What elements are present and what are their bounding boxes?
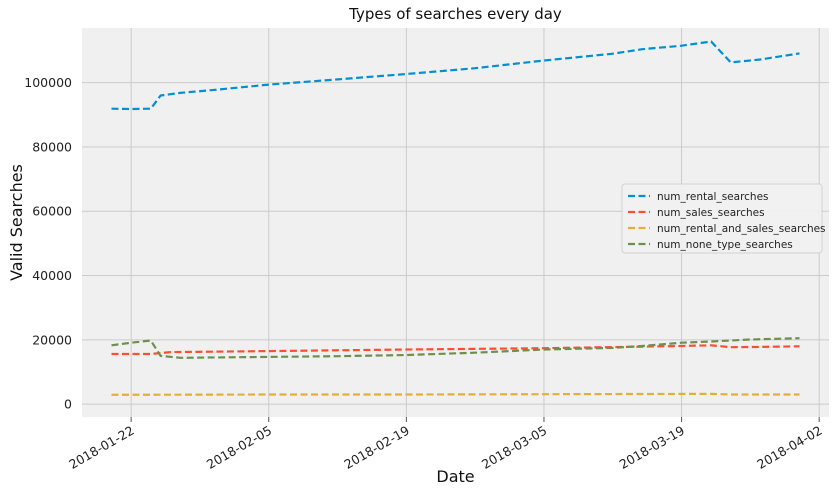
y-tick-label: 100000: [24, 75, 72, 90]
x-axis-label: Date: [436, 467, 474, 486]
y-tick-label: 80000: [32, 139, 72, 154]
x-tick-label: 2018-02-19: [341, 423, 411, 472]
x-tick-label: 2018-03-05: [479, 423, 549, 472]
y-axis-ticks: 0 20000 40000 60000 80000 100000: [24, 75, 72, 411]
chart-title: Types of searches every day: [348, 5, 562, 23]
legend-entry: num_none_type_searches: [657, 239, 793, 251]
y-tick-label: 0: [64, 397, 72, 412]
x-tick-label: 2018-03-19: [617, 423, 687, 472]
series-line-num-sales-searches: [111, 344, 800, 356]
y-tick-label: 40000: [32, 268, 72, 283]
y-tick-label: 60000: [32, 204, 72, 219]
series-lines: [111, 40, 800, 396]
legend-frame: [621, 183, 823, 254]
y-tick-label: 20000: [32, 332, 72, 347]
series-line-num-none-type-searches: [111, 337, 800, 359]
x-tick-label: 2018-02-05: [204, 423, 274, 472]
x-tick-label: 2018-01-22: [66, 423, 136, 472]
legend-entry: num_sales_searches: [657, 207, 765, 219]
legend-entry: num_rental_and_sales_searches: [657, 223, 826, 235]
x-tick-label: 2018-04-02: [754, 423, 824, 472]
series-line-num-rental-and-sales-searches: [111, 392, 800, 396]
legend-entry: num_rental_searches: [657, 191, 769, 203]
y-axis-label: Valid Searches: [7, 164, 26, 281]
legend: num_rental_searches num_sales_searchesnum…: [621, 183, 826, 254]
series-line-num-rental-searches: [111, 40, 800, 111]
x-axis-ticks: 2018-01-22 2018-02-05 2018-02-19 2018-03-05…: [66, 417, 825, 472]
